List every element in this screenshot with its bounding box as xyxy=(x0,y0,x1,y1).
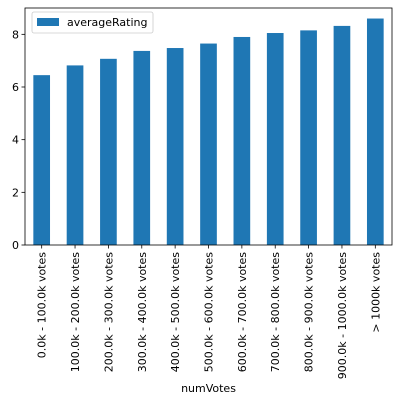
x-tick-label: 500.0k - 600.0k votes xyxy=(203,252,216,373)
x-axis: 0.0k - 100.0k votes 100.0k - 200.0k votes… xyxy=(36,245,382,379)
bar xyxy=(366,18,384,246)
x-tick-label: 100.0k - 200.0k votes xyxy=(69,252,82,373)
y-axis: 0 2 4 6 8 xyxy=(12,28,25,252)
plot-frame xyxy=(24,7,393,246)
y-tick-label: 2 xyxy=(12,186,19,199)
y-tick-label: 0 xyxy=(12,239,19,252)
bar xyxy=(100,58,117,245)
bar xyxy=(233,36,251,245)
x-tick-label: 200.0k - 300.0k votes xyxy=(102,252,115,373)
x-axis-label: numVotes xyxy=(181,382,236,395)
x-tick-label: 800.0k - 900.0k votes xyxy=(303,252,316,373)
y-tick-label: 4 xyxy=(12,134,19,147)
legend-box xyxy=(31,11,154,34)
legend-swatch xyxy=(37,18,59,26)
bar xyxy=(200,43,217,245)
legend: averageRating xyxy=(31,11,154,34)
x-tick-label: > 1000k votes xyxy=(369,252,382,333)
x-tick-label: 900.0k - 1000.0k votes xyxy=(336,252,349,379)
x-tick-label: 300.0k - 400.0k votes xyxy=(136,252,149,373)
x-tick-label: 400.0k - 500.0k votes xyxy=(169,252,182,373)
bar xyxy=(300,30,317,245)
x-tick-label: 700.0k - 800.0k votes xyxy=(269,252,282,373)
bar xyxy=(333,25,351,245)
legend-entry-label: averageRating xyxy=(67,16,148,29)
bar xyxy=(266,33,284,245)
bar xyxy=(66,65,84,245)
y-tick-label: 6 xyxy=(12,81,19,94)
bars-group xyxy=(33,18,384,246)
bar xyxy=(33,75,51,246)
bar xyxy=(133,50,151,245)
y-tick-label: 8 xyxy=(12,28,19,41)
bar xyxy=(166,48,184,245)
x-tick-label: 0.0k - 100.0k votes xyxy=(36,252,49,359)
x-tick-label: 600.0k - 700.0k votes xyxy=(236,252,249,373)
